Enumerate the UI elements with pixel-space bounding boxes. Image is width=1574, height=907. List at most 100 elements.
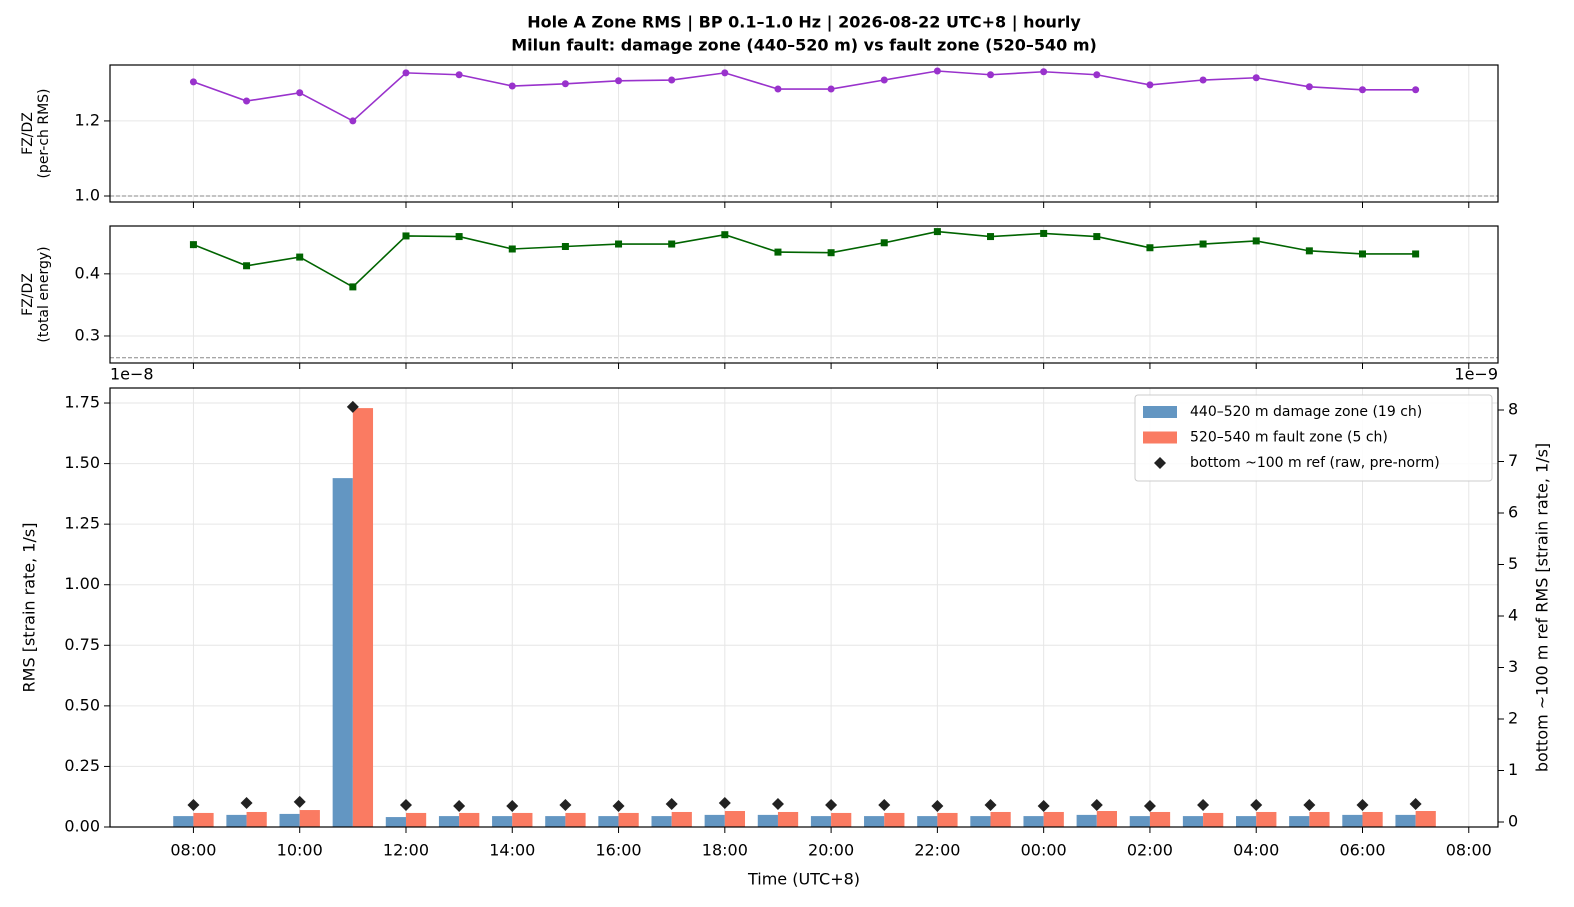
- point: [1305, 247, 1313, 255]
- point: [296, 89, 304, 97]
- point: [455, 71, 463, 79]
- point: [1143, 800, 1156, 813]
- bar: [279, 813, 300, 827]
- point: [1037, 800, 1050, 813]
- x-tick-label: 04:00: [1233, 841, 1279, 860]
- y-tick-label: 1.00: [64, 574, 100, 593]
- point: [878, 799, 891, 812]
- y2-tick-label: 6: [1508, 502, 1518, 521]
- x-tick-label: 02:00: [1127, 841, 1173, 860]
- y-label: FZ/DZ (total energy): [20, 246, 52, 342]
- point: [1356, 799, 1369, 812]
- bar: [545, 816, 566, 827]
- point: [349, 283, 357, 291]
- y2-tick-label: 1: [1508, 760, 1518, 779]
- point: [612, 800, 625, 813]
- bar: [618, 812, 639, 827]
- y2-tick-label: 7: [1508, 451, 1518, 470]
- legend-swatch: [1143, 406, 1177, 418]
- y-tick-label: 0.50: [64, 695, 100, 714]
- point: [665, 797, 678, 810]
- bar: [1129, 816, 1150, 827]
- point: [508, 82, 516, 90]
- bar: [884, 812, 905, 827]
- point: [189, 78, 197, 86]
- line: [193, 70, 1416, 122]
- bar: [777, 811, 799, 827]
- bar: [990, 811, 1011, 827]
- x-tick-label: 16:00: [595, 841, 641, 860]
- y2-tick-label: 0: [1508, 812, 1518, 831]
- point: [721, 231, 729, 239]
- y-label-text: bottom ~100 m ref RMS [strain rate, 1/s]: [1533, 443, 1552, 772]
- point: [827, 249, 835, 257]
- y-tick-label: 0.75: [64, 635, 100, 654]
- point: [240, 796, 253, 809]
- point: [1199, 76, 1207, 84]
- point: [349, 117, 357, 125]
- y-tick-label: 0.4: [75, 263, 100, 282]
- bar: [1362, 811, 1383, 827]
- point: [984, 799, 997, 812]
- point: [561, 243, 569, 251]
- bar: [831, 812, 852, 827]
- x-tick-label: 18:00: [702, 841, 748, 860]
- y2-tick-label: 3: [1508, 657, 1518, 676]
- point: [1090, 799, 1103, 812]
- x-tick-label: 08:00: [170, 841, 216, 860]
- bar: [459, 812, 480, 827]
- bar: [1203, 812, 1224, 827]
- point: [987, 71, 995, 79]
- point: [1197, 799, 1210, 812]
- y-label: RMS [strain rate, 1/s]: [20, 523, 39, 693]
- point: [187, 799, 200, 812]
- point: [1252, 74, 1260, 82]
- y-tick-label: 1.50: [64, 453, 100, 472]
- y-label: FZ/DZ (per-ch RMS): [20, 88, 52, 178]
- point: [402, 69, 410, 77]
- y-tick-label: 0.3: [75, 325, 100, 344]
- point: [931, 800, 944, 813]
- y-tick-label: 1.25: [64, 514, 100, 533]
- x-tick-label: 14:00: [489, 841, 535, 860]
- point: [668, 240, 676, 248]
- legend-label: bottom ~100 m ref (raw, pre-norm): [1190, 455, 1440, 471]
- legend-label: 440–520 m damage zone (19 ch): [1190, 404, 1422, 420]
- bar: [332, 478, 353, 827]
- point: [1199, 240, 1207, 248]
- axes-frame: [109, 64, 1499, 203]
- bar: [1395, 814, 1416, 827]
- x-label: Time (UTC+8): [747, 870, 860, 889]
- bar: [385, 817, 406, 827]
- point: [1154, 457, 1166, 469]
- bar: [193, 812, 214, 827]
- bar: [405, 812, 427, 827]
- legend-swatch: [1143, 431, 1177, 444]
- y-tick-label: 0.25: [64, 756, 100, 775]
- legend-box: [1134, 394, 1493, 482]
- point: [1303, 799, 1316, 812]
- point: [399, 799, 412, 812]
- point: [508, 245, 516, 253]
- point: [561, 80, 569, 88]
- bar: [565, 812, 586, 827]
- y-tick-label: 1.0: [75, 185, 100, 204]
- point: [774, 248, 782, 256]
- x-tick-label: 20:00: [808, 841, 854, 860]
- point: [615, 240, 623, 248]
- point: [933, 67, 941, 75]
- subtitle: Milun fault: damage zone (440–520 m) vs …: [511, 36, 1097, 55]
- bar: [246, 811, 267, 827]
- point: [774, 85, 782, 93]
- bar: [1309, 811, 1330, 827]
- point: [825, 799, 838, 812]
- y2-tick-label: 2: [1508, 709, 1518, 728]
- y-label-line: (per-ch RMS): [36, 88, 52, 178]
- offset-label: 1e−9: [1454, 365, 1498, 384]
- point: [243, 97, 251, 105]
- bar: [492, 816, 513, 827]
- y-label-text: RMS [strain rate, 1/s]: [20, 523, 39, 693]
- point: [243, 262, 251, 270]
- point: [1146, 81, 1154, 89]
- axes-frame: [109, 387, 1499, 828]
